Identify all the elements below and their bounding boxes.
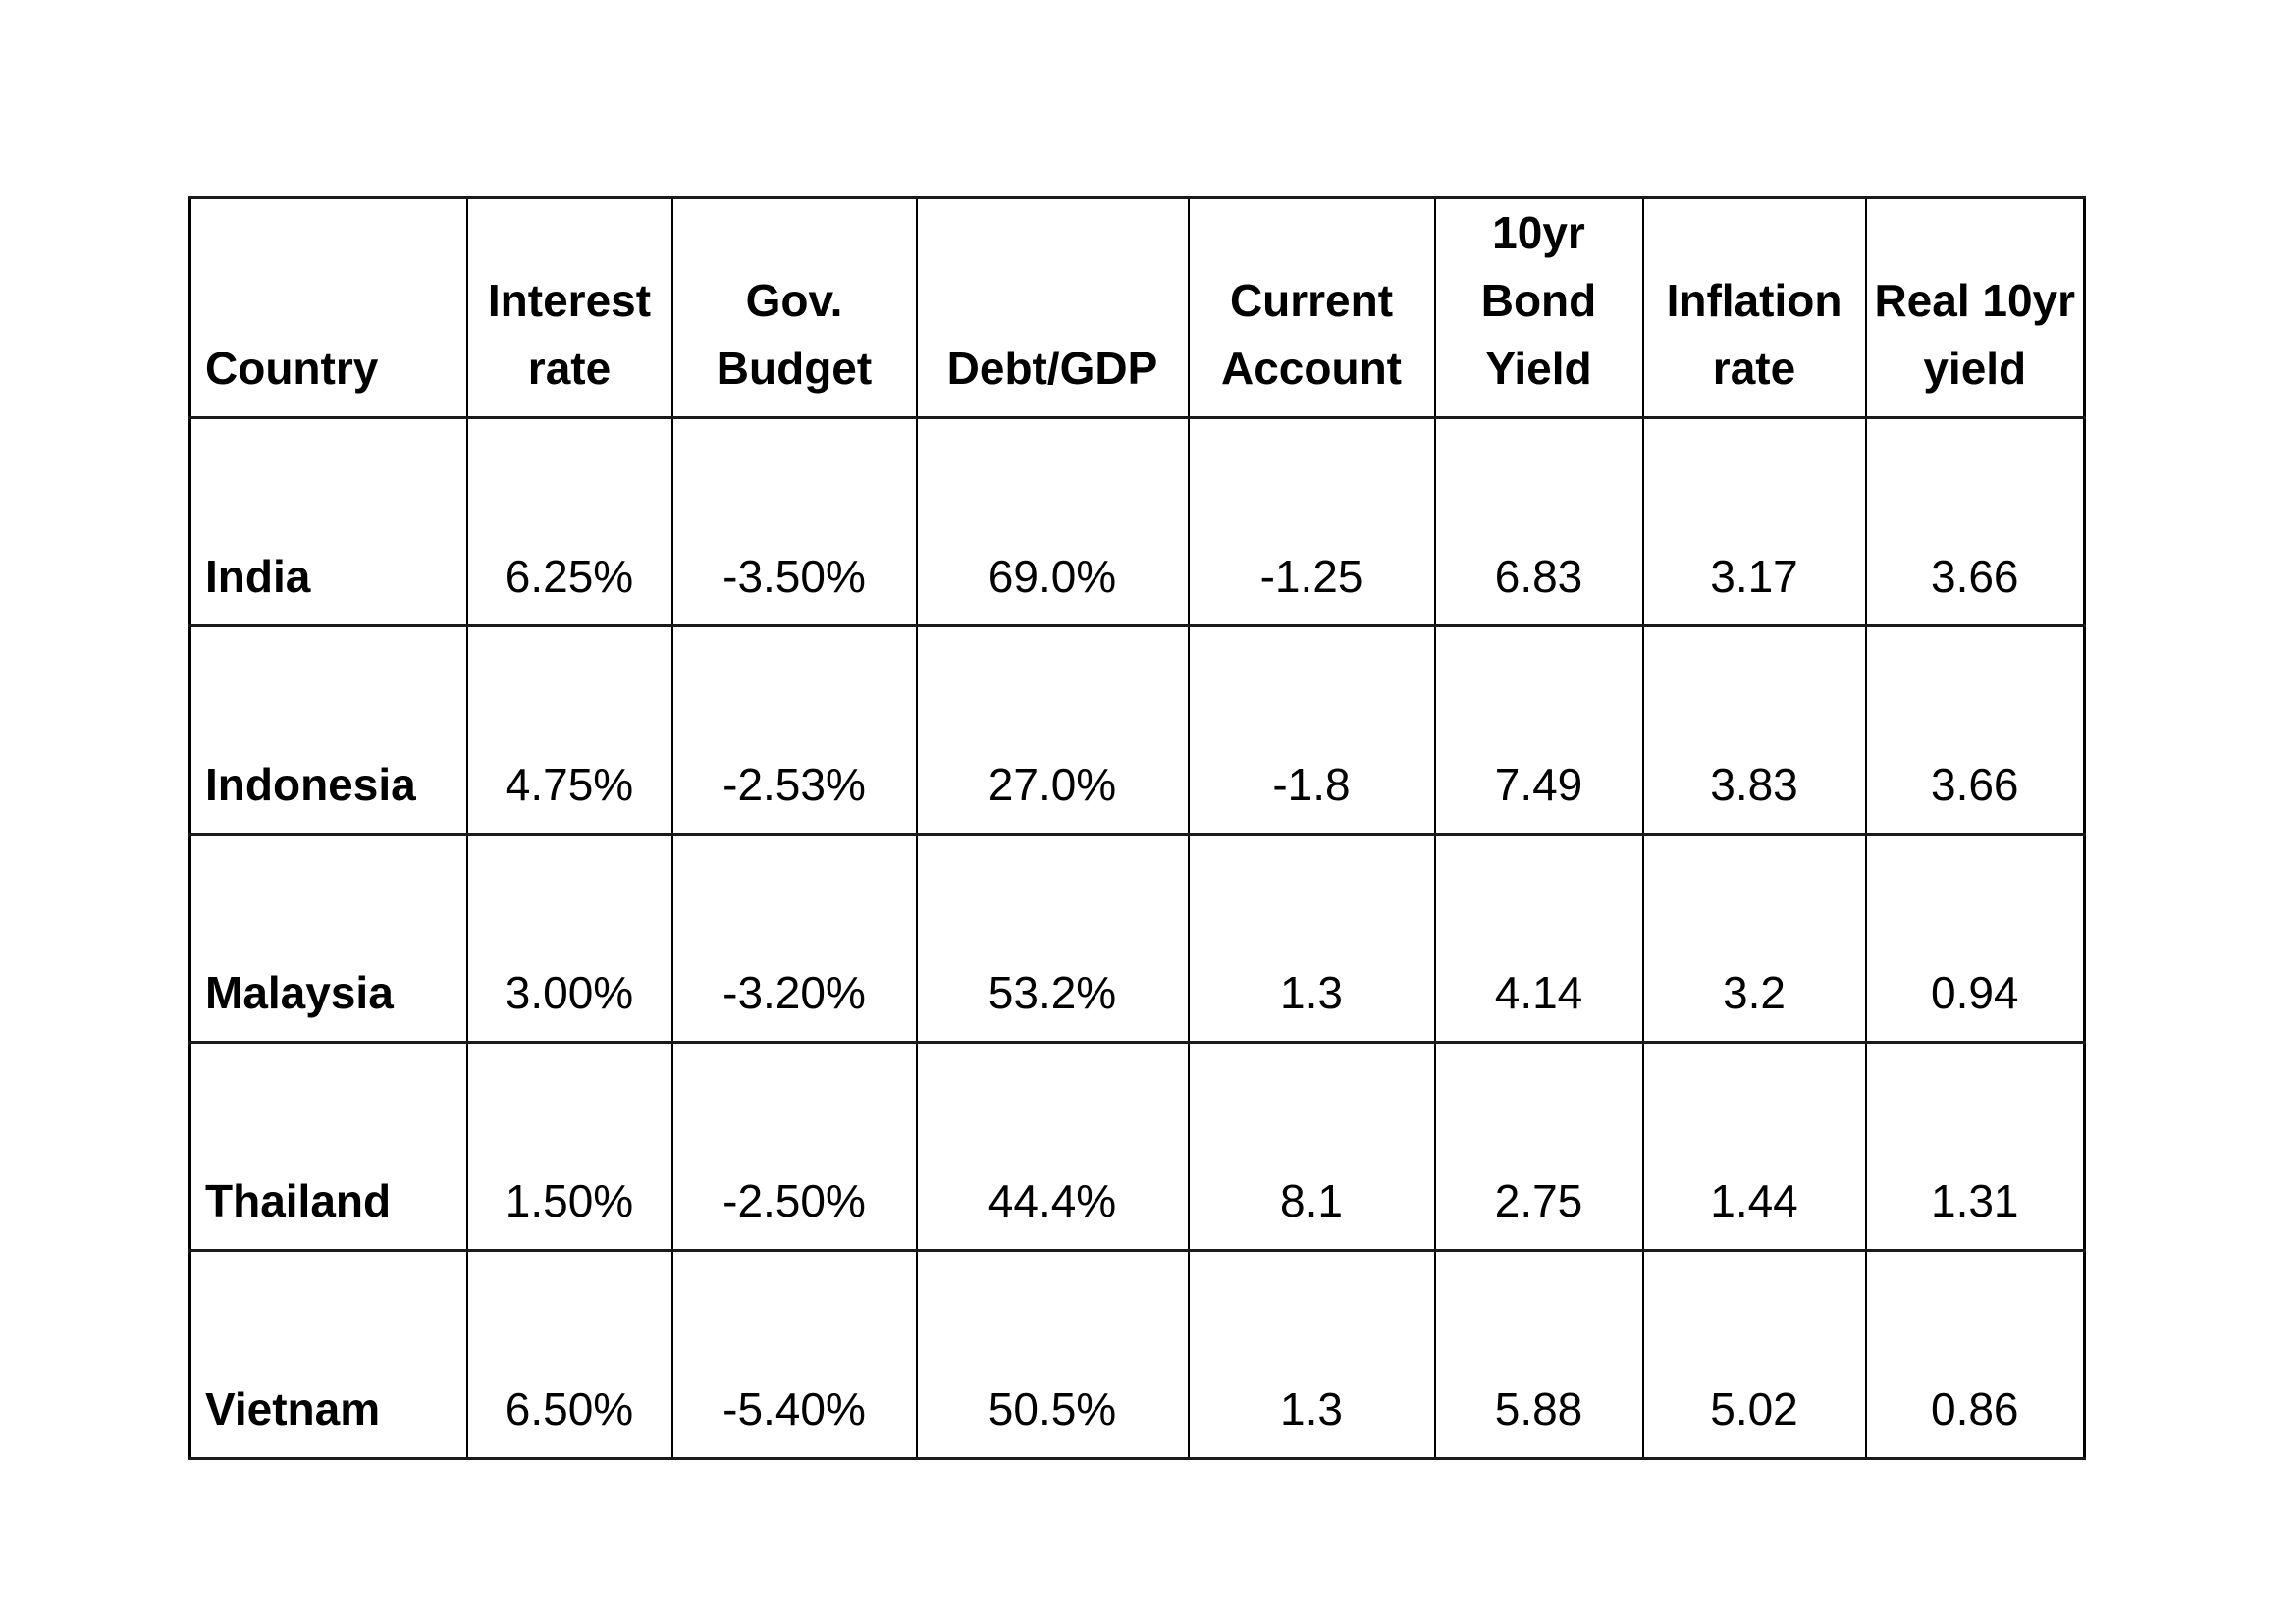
cell-country: India: [188, 416, 468, 627]
header-inflation-rate: Inflation rate: [1641, 196, 1867, 419]
cell-real-10yr-yield: 0.94: [1864, 833, 2086, 1044]
cell-gov-budget: -2.53%: [670, 624, 918, 836]
cell-inflation-rate: 3.2: [1641, 833, 1867, 1044]
cell-country: Malaysia: [188, 833, 468, 1044]
header-10yr-bond-yield: 10yr Bond Yield: [1433, 196, 1644, 419]
cell-interest-rate: 6.50%: [465, 1249, 673, 1460]
table-row-india: India 6.25% -3.50% 69.0% -1.25 6.83 3.17…: [188, 416, 2086, 627]
cell-inflation-rate: 1.44: [1641, 1041, 1867, 1252]
cell-inflation-rate: 3.83: [1641, 624, 1867, 836]
cell-current-account: -1.25: [1187, 416, 1436, 627]
cell-gov-budget: -5.40%: [670, 1249, 918, 1460]
header-gov-budget: Gov. Budget: [670, 196, 918, 419]
cell-10yr-bond-yield: 4.14: [1433, 833, 1644, 1044]
cell-interest-rate: 6.25%: [465, 416, 673, 627]
header-debt-gdp: Debt/GDP: [915, 196, 1190, 419]
header-real-10yr-yield: Real 10yr yield: [1864, 196, 2086, 419]
cell-debt-gdp: 69.0%: [915, 416, 1190, 627]
cell-real-10yr-yield: 1.31: [1864, 1041, 2086, 1252]
cell-current-account: 1.3: [1187, 833, 1436, 1044]
cell-10yr-bond-yield: 7.49: [1433, 624, 1644, 836]
cell-debt-gdp: 50.5%: [915, 1249, 1190, 1460]
header-current-account: Current Account: [1187, 196, 1436, 419]
cell-real-10yr-yield: 3.66: [1864, 416, 2086, 627]
cell-debt-gdp: 53.2%: [915, 833, 1190, 1044]
cell-country: Thailand: [188, 1041, 468, 1252]
cell-10yr-bond-yield: 2.75: [1433, 1041, 1644, 1252]
cell-debt-gdp: 27.0%: [915, 624, 1190, 836]
table-row-thailand: Thailand 1.50% -2.50% 44.4% 8.1 2.75 1.4…: [188, 1041, 2086, 1252]
cell-country: Indonesia: [188, 624, 468, 836]
cell-inflation-rate: 3.17: [1641, 416, 1867, 627]
cell-current-account: 8.1: [1187, 1041, 1436, 1252]
cell-10yr-bond-yield: 5.88: [1433, 1249, 1644, 1460]
cell-10yr-bond-yield: 6.83: [1433, 416, 1644, 627]
cell-debt-gdp: 44.4%: [915, 1041, 1190, 1252]
cell-interest-rate: 3.00%: [465, 833, 673, 1044]
cell-current-account: 1.3: [1187, 1249, 1436, 1460]
cell-gov-budget: -3.50%: [670, 416, 918, 627]
cell-interest-rate: 1.50%: [465, 1041, 673, 1252]
cell-gov-budget: -2.50%: [670, 1041, 918, 1252]
cell-current-account: -1.8: [1187, 624, 1436, 836]
country-indicators-table: Country Interest rate Gov. Budget Debt/G…: [188, 196, 2086, 1460]
table-row-vietnam: Vietnam 6.50% -5.40% 50.5% 1.3 5.88 5.02…: [188, 1249, 2086, 1460]
cell-real-10yr-yield: 3.66: [1864, 624, 2086, 836]
cell-country: Vietnam: [188, 1249, 468, 1460]
table-row-malaysia: Malaysia 3.00% -3.20% 53.2% 1.3 4.14 3.2…: [188, 833, 2086, 1044]
table-row-indonesia: Indonesia 4.75% -2.53% 27.0% -1.8 7.49 3…: [188, 624, 2086, 836]
cell-interest-rate: 4.75%: [465, 624, 673, 836]
cell-real-10yr-yield: 0.86: [1864, 1249, 2086, 1460]
header-interest-rate: Interest rate: [465, 196, 673, 419]
cell-gov-budget: -3.20%: [670, 833, 918, 1044]
table-header-row: Country Interest rate Gov. Budget Debt/G…: [188, 196, 2086, 419]
cell-inflation-rate: 5.02: [1641, 1249, 1867, 1460]
header-country: Country: [188, 196, 468, 419]
